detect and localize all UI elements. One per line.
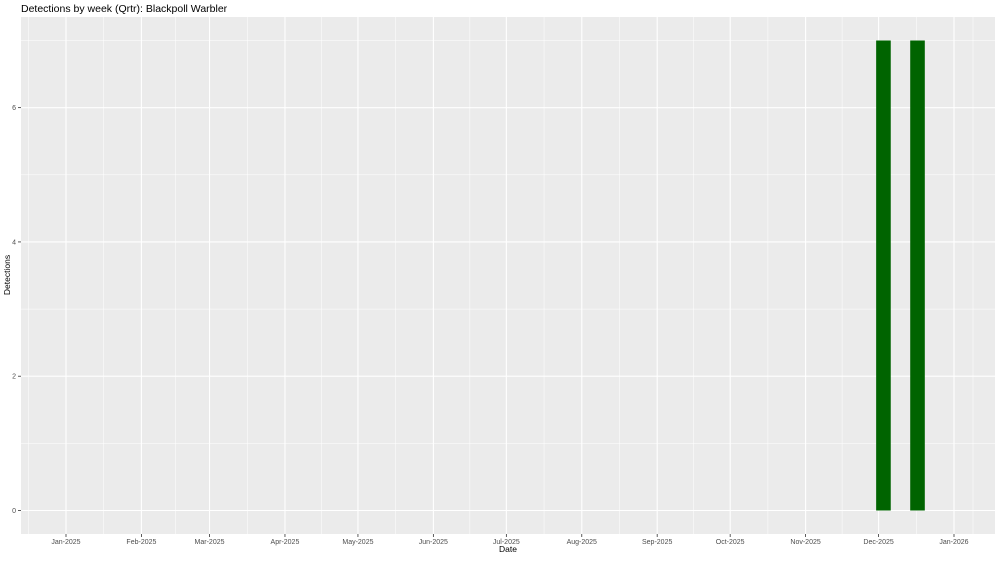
x-tick-label: Dec-2025 xyxy=(863,539,893,546)
x-tick-label: Jun-2025 xyxy=(419,539,448,546)
chart-title: Detections by week (Qrtr): Blackpoll War… xyxy=(21,3,228,15)
x-tick-label: Sep-2025 xyxy=(642,539,672,546)
y-tick-label: 0 xyxy=(12,508,16,515)
x-tick-label: Oct-2025 xyxy=(716,539,745,546)
x-tick-label: May-2025 xyxy=(342,539,373,546)
x-tick-label: Jan-2026 xyxy=(939,539,968,546)
y-axis-label: Detections xyxy=(2,255,12,295)
x-tick-label: Feb-2025 xyxy=(126,539,156,546)
x-tick-label: Jan-2025 xyxy=(51,539,80,546)
x-axis-label: Date xyxy=(499,544,517,554)
plot-panel xyxy=(21,17,995,534)
bars xyxy=(876,40,925,511)
x-tick-label: Aug-2025 xyxy=(567,539,597,546)
bar xyxy=(910,40,925,511)
x-tick-label: Jul-2025 xyxy=(493,539,520,546)
y-tick-label: 2 xyxy=(12,374,16,381)
y-tick-label: 4 xyxy=(12,239,16,246)
x-tick-label: Nov-2025 xyxy=(790,539,820,546)
bar xyxy=(876,40,891,511)
x-tick-label: Mar-2025 xyxy=(195,539,225,546)
gridlines xyxy=(21,17,995,534)
x-tick-label: Apr-2025 xyxy=(271,539,300,546)
axes: 0 2 4 6 Jan-2025 Feb-2025 Mar-2025 Apr-2025 May-… xyxy=(12,105,969,546)
y-tick-label: 6 xyxy=(12,105,16,112)
